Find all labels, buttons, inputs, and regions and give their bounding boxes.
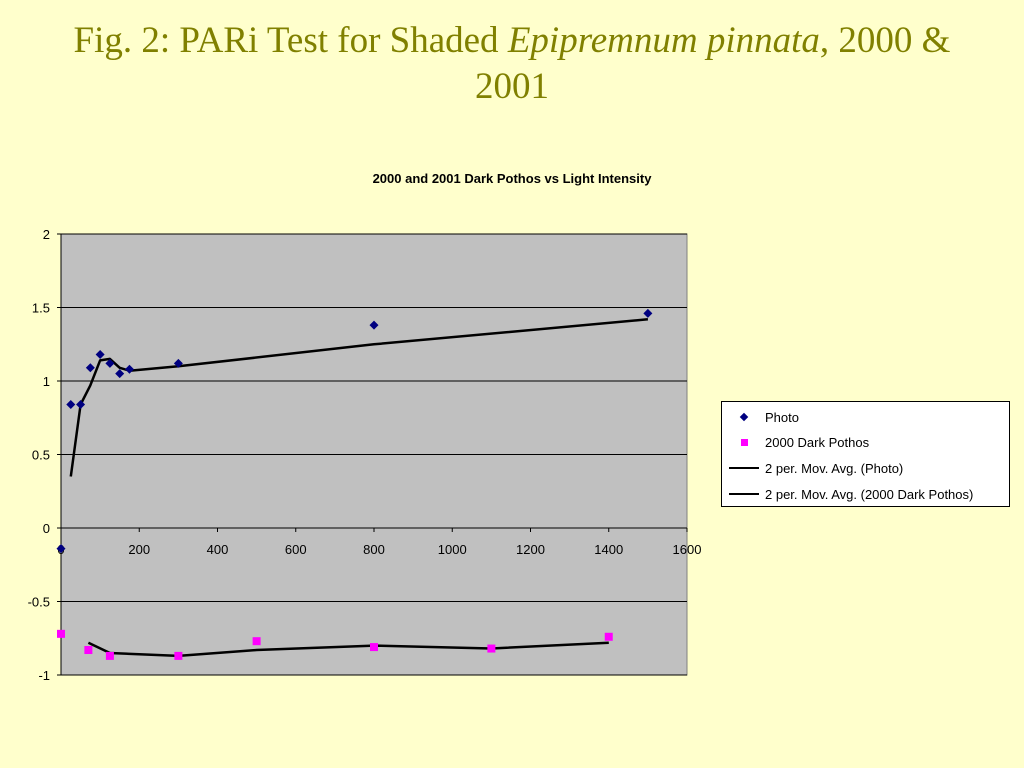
legend-key-dark-pothos [728,433,760,451]
data-point-photo [124,364,134,374]
slide-title: Fig. 2: PARi Test for Shaded Epipremnum … [0,18,1024,110]
data-point-photo [66,400,76,410]
trendline-icon [729,467,759,469]
legend-label-dark-pothos-avg: 2 per. Mov. Avg. (2000 Dark Pothos) [765,486,974,502]
legend-key-photo-avg [728,459,760,477]
legend-key-dark-pothos-avg [728,485,760,503]
chart-title: 2000 and 2001 Dark Pothos vs Light Inten… [372,171,652,186]
data-point-photo [643,308,653,318]
data-point-dark-pothos [370,643,378,652]
data-point-photo [76,400,86,410]
slide-title-species: Epipremnum pinnata [507,20,820,61]
y-tick-label: -0.5 [28,595,50,610]
y-tick-label: 2 [43,227,50,242]
x-tick-label: 800 [363,542,385,557]
trendline-icon [729,493,759,495]
slide-title-part2: , 2000 & [819,20,951,61]
x-tick-label: 1600 [673,542,702,557]
y-tick-label: 0 [43,521,50,536]
x-tick-label: 200 [128,542,150,557]
y-tick-label: 1 [43,374,50,389]
slide-title-line2: 2001 [475,66,549,107]
data-point-dark-pothos [57,629,65,638]
data-point-photo [56,544,66,554]
trendline-series-2 [69,318,649,477]
legend-item-dark-pothos-avg: 2 per. Mov. Avg. (2000 Dark Pothos) [728,485,973,503]
legend-item-photo: Photo [728,408,799,426]
x-tick-label: 1200 [516,542,545,557]
x-tick-label: 1000 [438,542,467,557]
y-tick-label: -1 [38,668,50,683]
data-point-photo [95,350,105,360]
data-point-dark-pothos [84,646,93,655]
x-tick-label: 600 [285,542,307,557]
legend-key-photo [728,408,760,426]
x-tick-label: 1400 [594,542,623,557]
y-tick-label: 0.5 [32,448,50,463]
legend-label-photo-avg: 2 per. Mov. Avg. (Photo) [765,460,904,476]
data-point-dark-pothos [174,651,183,660]
slide-title-line1: Fig. 2: PARi Test for Shaded Epipremnum … [0,18,1024,64]
slide-title-part1: Fig. 2: PARi Test for Shaded [73,20,508,61]
data-point-dark-pothos [487,644,496,653]
data-point-photo [173,358,183,368]
legend-item-dark-pothos: 2000 Dark Pothos [728,433,869,451]
diamond-marker-icon [739,412,749,422]
legend-label-photo: Photo [765,409,799,425]
square-marker-icon [740,438,748,446]
data-point-photo [115,369,125,379]
data-point-dark-pothos [252,637,261,646]
data-point-dark-pothos [105,651,114,660]
chart-legend: Photo 2000 Dark Pothos 2 per. Mov. Avg. … [721,401,1010,507]
data-point-photo [85,363,95,373]
x-tick-label: 400 [207,542,229,557]
legend-item-photo-avg: 2 per. Mov. Avg. (Photo) [728,459,903,477]
legend-label-dark-pothos: 2000 Dark Pothos [765,434,870,450]
y-tick-label: 1.5 [32,301,50,316]
data-point-photo [369,320,379,330]
data-point-dark-pothos [604,632,613,641]
data-point-photo [105,358,115,368]
